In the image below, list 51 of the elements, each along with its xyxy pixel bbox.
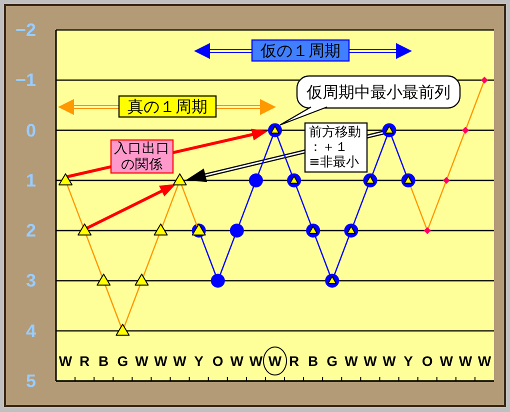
y-tick-label: 0 [26,120,36,140]
x-tick-label: W [249,353,264,369]
y-tick-label: −1 [15,70,36,90]
x-tick-label: B [308,353,318,369]
x-tick-label: G [117,353,128,369]
point [230,224,244,238]
x-tick-label: W [173,353,188,369]
point [58,173,73,186]
point [172,173,187,186]
x-tick-label: W [344,353,359,369]
x-tick-label: O [422,353,433,369]
x-tick-label: W [154,353,168,369]
x-tick-label: W [268,353,282,369]
x-tick-label: R [288,353,300,369]
annotation: 真の１周期 [128,97,208,116]
x-tick-label: O [212,353,224,369]
x-tick-label: W [478,353,492,369]
annotation: 仮周期中最小最前列 [306,82,450,102]
annotation: 前方移動：＋１≡非最小 [309,124,361,170]
y-tick-label: 2 [26,220,36,241]
point [462,126,469,134]
x-tick-label: W [440,353,454,369]
x-tick-label: Y [404,353,414,369]
x-tick-label: W [58,353,73,369]
point [78,223,92,236]
y-tick-label: 1 [26,170,36,190]
x-tick-label: W [230,353,244,369]
point [192,223,206,236]
x-tick-label: B [98,353,109,369]
point [154,223,168,236]
point [442,176,450,184]
x-tick-label: Y [194,353,204,369]
point [210,274,225,288]
annotation: 仮の１周期 [260,41,340,60]
point [248,173,263,188]
y-tick-label: 5 [26,371,36,391]
point [134,274,149,286]
x-tick-label: W [135,353,150,369]
point [480,76,488,84]
point [424,227,431,234]
x-tick-label: W [458,353,473,369]
annotation: 入口出口の関係 [114,140,170,172]
y-tick-label: 3 [26,270,36,291]
x-tick-label: W [364,353,378,369]
point [116,324,130,336]
x-tick-label: G [326,353,338,369]
x-tick-label: W [382,353,397,369]
point [96,274,111,286]
y-tick-label: 4 [26,320,36,341]
x-tick-label: R [80,353,90,369]
y-tick-label: −2 [15,20,36,40]
